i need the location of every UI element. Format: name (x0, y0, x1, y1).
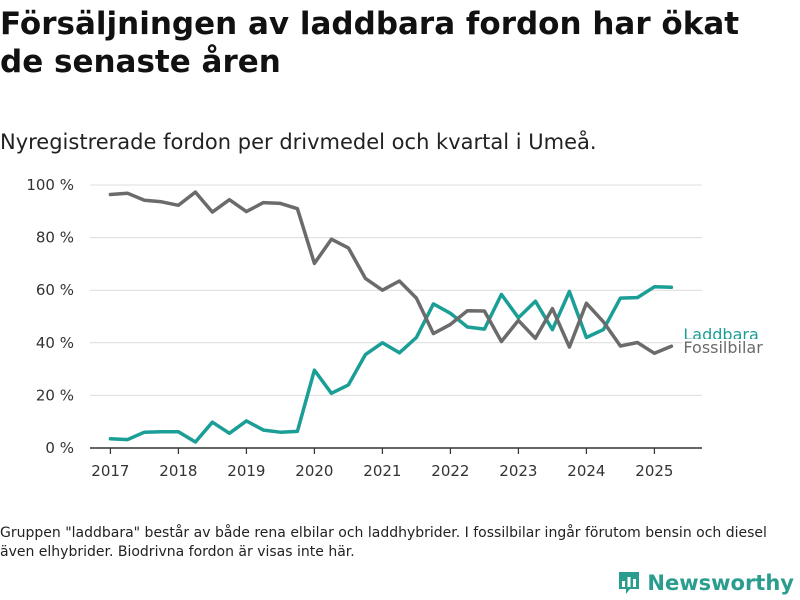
x-tick-label: 2017 (91, 462, 129, 480)
label-mask (682, 339, 775, 357)
series-line-laddbara (108, 285, 674, 444)
y-tick-label: 0 % (45, 439, 74, 457)
x-tick-label: 2018 (159, 462, 197, 480)
x-tick-label: 2020 (295, 462, 333, 480)
x-tick-label: 2023 (499, 462, 537, 480)
x-tick-label: 2019 (227, 462, 265, 480)
line-chart: 0 % 20 % 40 % 60 % 80 % 100 % 2017 2018 2019 2020… (26, 176, 775, 480)
y-tick-label: 40 % (36, 334, 74, 352)
chart-title: Försäljningen av laddbara fordon har öka… (0, 6, 740, 80)
axes: 0 % 20 % 40 % 60 % 80 % 100 % 2017 2018 2019 2020… (26, 176, 702, 480)
series-line-fossilbilar (108, 190, 674, 356)
y-tick-label: 100 % (26, 176, 74, 194)
x-tick-label: 2024 (567, 462, 605, 480)
gridlines (90, 184, 702, 396)
y-tick-label: 20 % (36, 386, 74, 404)
brand-logo[interactable]: Newsworthy (617, 570, 794, 596)
chart-subtitle: Nyregistrerade fordon per drivmedel och … (0, 130, 597, 154)
series-lines (108, 190, 674, 444)
y-tick-label: 80 % (36, 229, 74, 247)
x-tick-label: 2025 (635, 462, 673, 480)
brand-name: Newsworthy (647, 571, 794, 595)
bar-chart-icon (619, 572, 640, 594)
x-tick-label: 2022 (431, 462, 469, 480)
y-tick-label: 60 % (36, 281, 74, 299)
x-tick-label: 2021 (363, 462, 401, 480)
footnote: Gruppen "laddbara" består av både rena e… (0, 525, 767, 560)
series-label-fossilbilar: Fossilbilar (683, 338, 763, 357)
